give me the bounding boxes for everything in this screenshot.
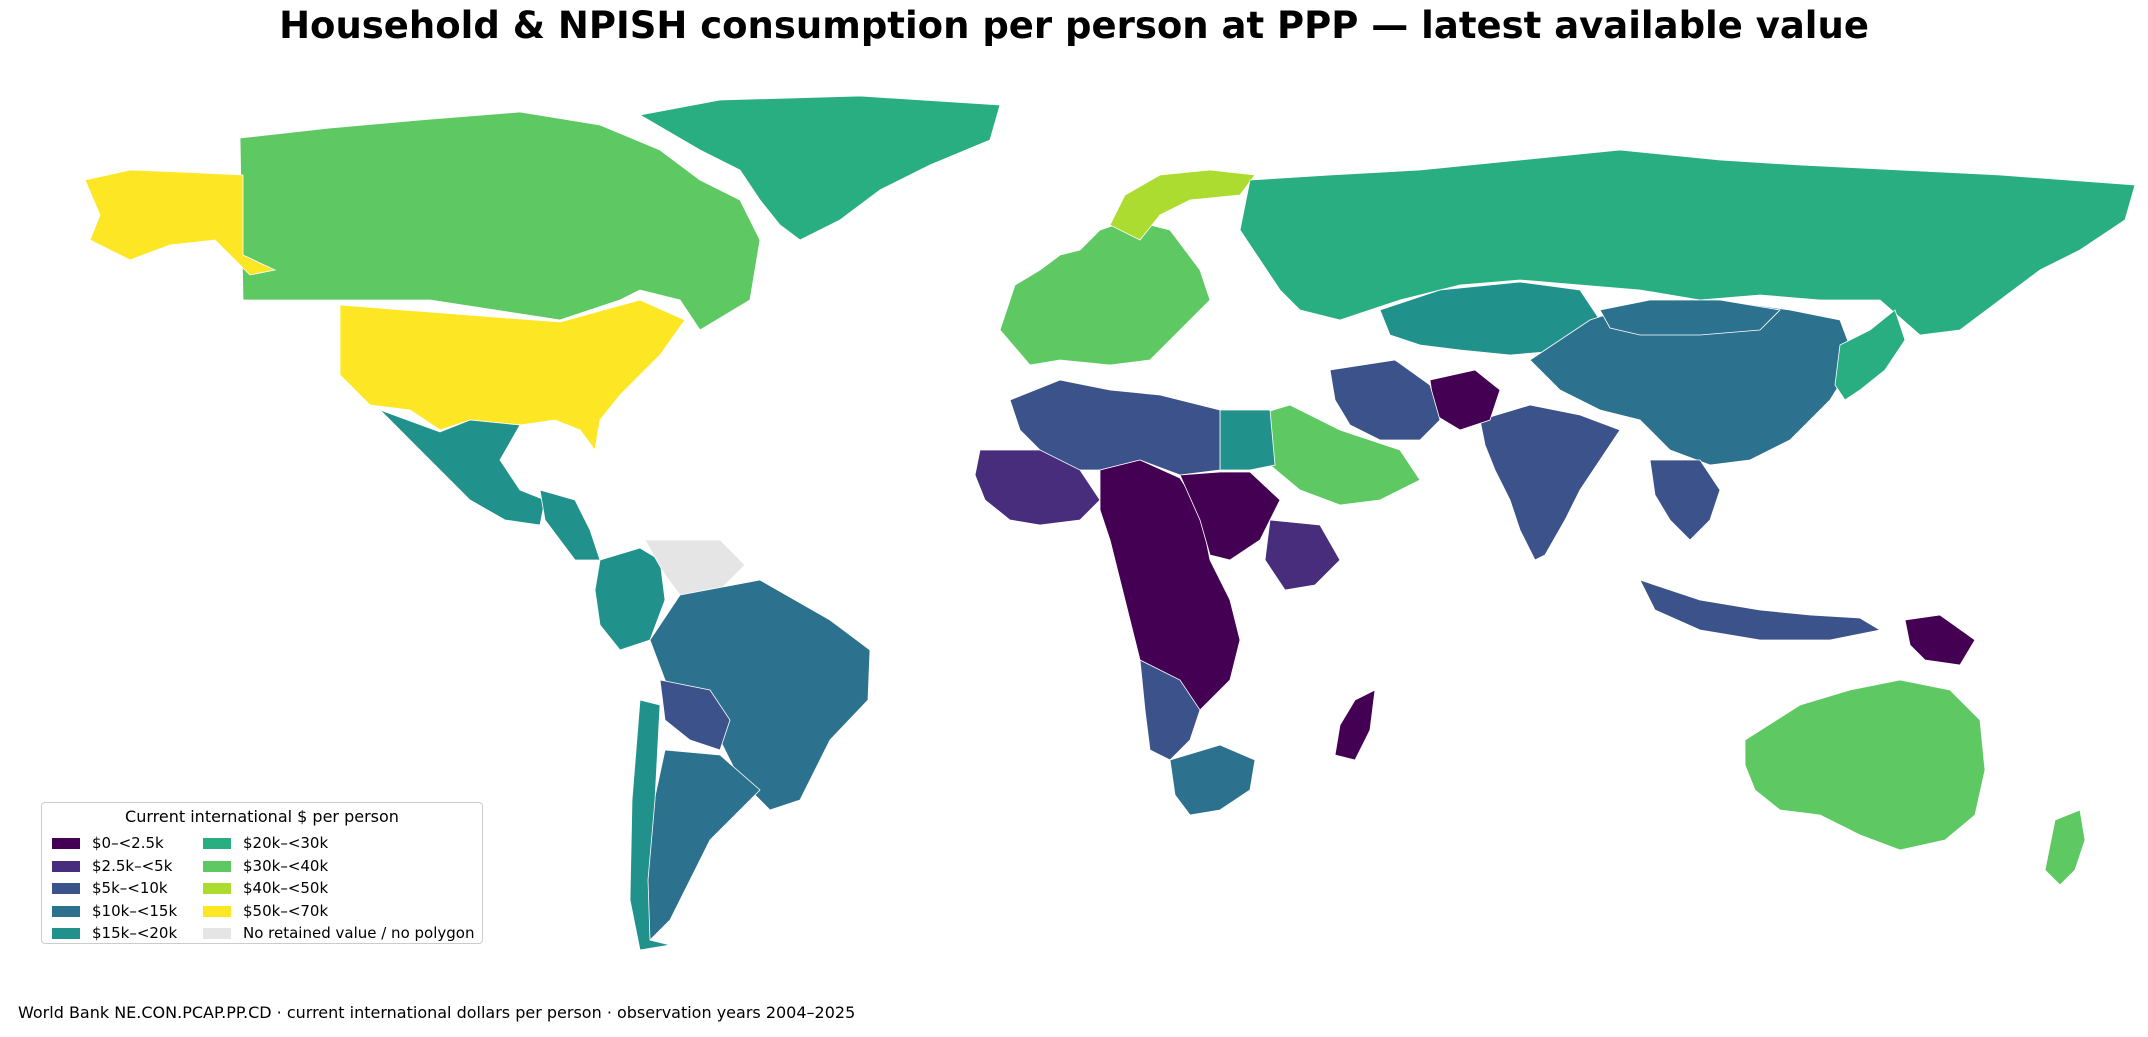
legend-item: $40k–<50k [203, 878, 328, 898]
legend-label: $2.5k–<5k [92, 857, 173, 875]
country-region [1334, 689, 1376, 761]
legend-swatch [203, 837, 231, 849]
country-region [1329, 359, 1441, 441]
legend-item: $5k–<10k [52, 878, 168, 898]
legend-label: $50k–<70k [243, 902, 329, 920]
country-region [638, 95, 1001, 241]
country-region [379, 409, 546, 526]
legend-label: $5k–<10k [92, 879, 168, 897]
legend-swatch [52, 927, 80, 939]
legend-label: $10k–<15k [92, 902, 178, 920]
country-region [1599, 299, 1781, 336]
legend-label: $40k–<50k [243, 879, 329, 897]
legend-label: $20k–<30k [243, 834, 329, 852]
legend-item: $50k–<70k [203, 901, 328, 921]
legend-swatch [203, 927, 231, 939]
country-region [1219, 409, 1276, 471]
country-region [1169, 744, 1256, 816]
country-region [539, 489, 601, 561]
country-region [1904, 614, 1976, 666]
legend-item: $0–<2.5k [52, 833, 164, 853]
legend: Current international $ per person $0–<2… [41, 802, 483, 944]
legend-label: $30k–<40k [243, 857, 329, 875]
legend-item: No retained value / no polygon [203, 923, 474, 943]
country-region [629, 699, 671, 951]
legend-item: $2.5k–<5k [52, 856, 172, 876]
country-region [999, 219, 1211, 366]
legend-label: No retained value / no polygon [243, 924, 475, 942]
legend-swatch [52, 882, 80, 894]
country-region [1139, 659, 1201, 761]
country-region [644, 749, 761, 941]
country-region [1744, 679, 1986, 851]
country-region [1834, 309, 1906, 401]
legend-swatch [203, 882, 231, 894]
country-region [1264, 519, 1341, 591]
country-region [1649, 459, 1721, 541]
legend-swatch [52, 860, 80, 872]
country-region [1179, 471, 1281, 561]
legend-title: Current international $ per person [125, 807, 399, 826]
country-region [339, 299, 686, 451]
legend-item: $10k–<15k [52, 901, 177, 921]
country-region [974, 449, 1101, 526]
legend-item: $20k–<30k [203, 833, 328, 853]
legend-swatch [52, 905, 80, 917]
legend-item: $30k–<40k [203, 856, 328, 876]
country-region [1109, 169, 1256, 241]
country-region [1639, 579, 1882, 641]
legend-label: $15k–<20k [92, 924, 178, 942]
country-region [2044, 809, 2086, 886]
country-region [239, 111, 761, 331]
legend-item: $15k–<20k [52, 923, 177, 943]
source-footnote: World Bank NE.CON.PCAP.PP.CD · current i… [18, 1003, 856, 1022]
legend-swatch [52, 837, 80, 849]
legend-swatch [203, 860, 231, 872]
legend-label: $0–<2.5k [92, 834, 164, 852]
country-region [84, 169, 277, 276]
legend-swatch [203, 905, 231, 917]
country-region [659, 679, 731, 751]
country-region [1479, 404, 1621, 561]
country-region [1239, 149, 2136, 336]
map-title: Household & NPISH consumption per person… [279, 4, 1869, 47]
